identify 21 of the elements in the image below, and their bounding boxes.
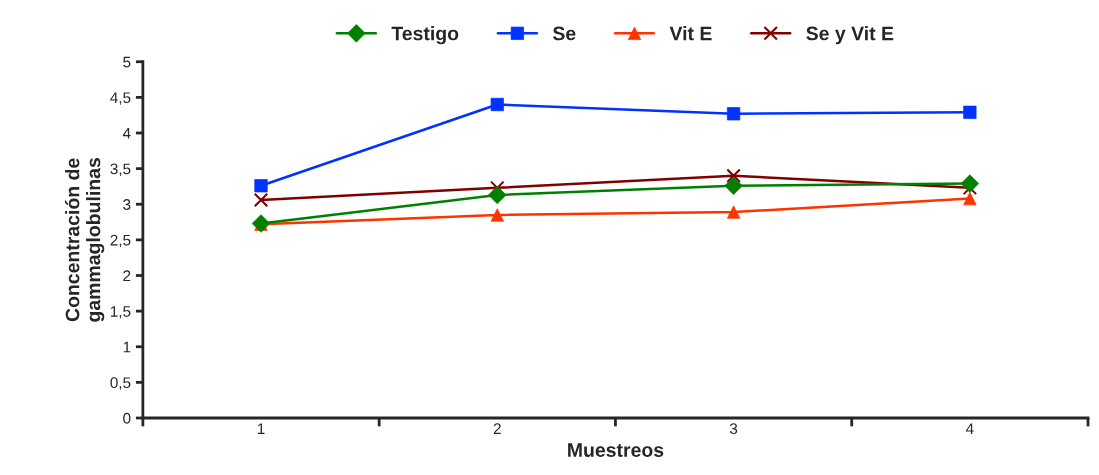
legend-label: Testigo xyxy=(391,26,459,45)
x-tick-label: 4 xyxy=(965,423,974,434)
y-axis-title: Concentración de gammaglobulinas xyxy=(64,158,105,322)
y-tick-label: 5 xyxy=(123,56,131,68)
y-tick-label: 3,5 xyxy=(110,163,131,177)
y-tick-label: 4,5 xyxy=(110,92,131,105)
y-tick-label: 1 xyxy=(123,341,131,353)
legend-label: Vit E xyxy=(669,26,712,41)
y-tick-label: 3 xyxy=(123,199,131,210)
y-tick-label: 0,5 xyxy=(110,377,131,390)
x-tick-label: 3 xyxy=(729,423,738,435)
x-tick-label: 1 xyxy=(257,423,265,434)
y-tick-label: 4 xyxy=(122,128,131,139)
legend-label: Se xyxy=(552,26,576,41)
y-tick-label: 1,5 xyxy=(110,306,131,319)
y-tick-label: 0 xyxy=(123,412,131,424)
y-tick-label: 2 xyxy=(123,270,131,282)
y-tick-label: 2,5 xyxy=(110,234,131,248)
x-tick-label: 2 xyxy=(493,423,501,434)
legend-label: Se y Vit E xyxy=(806,26,894,45)
x-axis-title: Muestreos xyxy=(568,443,664,457)
